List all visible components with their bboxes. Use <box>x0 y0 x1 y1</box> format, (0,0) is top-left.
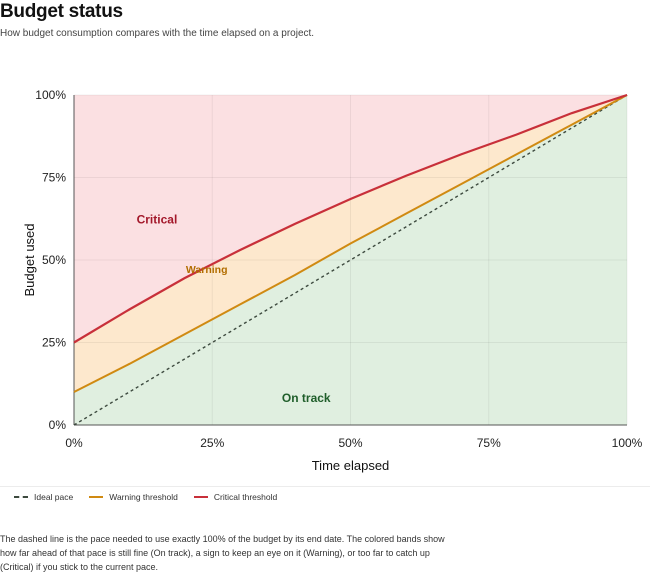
x-tick-label: 25% <box>200 436 224 450</box>
series-line-warning-threshold <box>73 94 628 393</box>
series-line-ideal-pace <box>73 94 628 426</box>
budget-status-chart: 0% 25% 50% 75% 100% 0% 25% 50% 75% 100% Time elaps… <box>22 88 643 473</box>
y-tick-label: 25% <box>42 336 66 350</box>
band-label-critical: Critical <box>137 213 178 227</box>
chart-legend: Ideal pace Warning threshold Critical th… <box>14 492 277 502</box>
legend-label-critical-threshold: Critical threshold <box>213 492 278 502</box>
series-line-critical-threshold <box>73 93 628 344</box>
legend-item-ideal-pace: Ideal pace <box>14 492 73 502</box>
x-tick-label: 75% <box>477 436 501 450</box>
y-tick-label: 0% <box>49 418 67 432</box>
x-tick-label: 100% <box>612 436 643 450</box>
legend-item-warning-threshold: Warning threshold <box>89 492 178 502</box>
page-title: Budget status <box>0 1 123 22</box>
legend-label-ideal-pace: Ideal pace <box>34 492 74 502</box>
y-tick-label: 75% <box>42 171 66 185</box>
y-tick-label: 50% <box>42 253 66 267</box>
legend-item-critical-threshold: Critical threshold <box>193 492 278 502</box>
x-tick-label: 50% <box>338 436 362 450</box>
page-subtitle: How budget consumption compares with the… <box>0 28 315 39</box>
legend-label-warning-threshold: Warning threshold <box>109 492 178 502</box>
band-label-warning: Warning <box>186 264 228 276</box>
x-axis-label: Time elapsed <box>312 458 390 473</box>
legend-swatch-critical-threshold <box>193 496 208 498</box>
legend-swatch-ideal-pace <box>14 496 28 498</box>
chart-explanation-note: The dashed line is the pace needed to us… <box>0 534 445 572</box>
legend-divider <box>0 486 650 487</box>
y-axis-label: Budget used <box>22 223 37 296</box>
x-tick-label: 0% <box>65 436 83 450</box>
band-critical <box>74 95 627 343</box>
legend-swatch-warning-threshold <box>89 496 104 498</box>
y-tick-label: 100% <box>35 88 66 102</box>
band-label-on-track: On track <box>282 391 331 405</box>
